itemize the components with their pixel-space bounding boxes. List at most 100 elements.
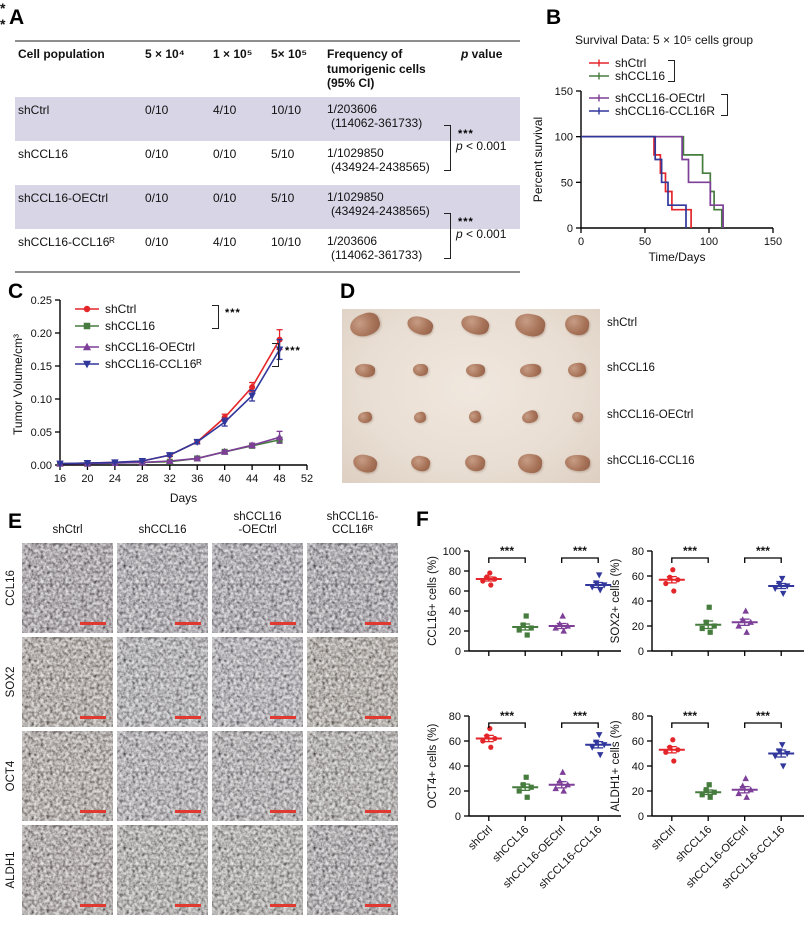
survival-curve-shCtrl [581, 135, 692, 228]
marker-square [699, 792, 705, 798]
column-header: Frequency of tumorigenic cells (95% CI) [327, 47, 426, 91]
tumorigenic-frequency-table: Cell population 5 × 10⁴ 1 × 10⁵ 5× 10⁵ Frequ… [15, 40, 520, 273]
marker-circle [249, 384, 256, 391]
ihc-image-SOX2-shCtrl [22, 637, 113, 727]
y-tick-label: 80 [449, 711, 461, 723]
ihc-texture [22, 731, 113, 821]
y-tick-label: 0 [638, 646, 644, 658]
tumor-specimen [520, 408, 540, 426]
marker-circle [487, 725, 493, 732]
y-tick-label: 0.20 [31, 328, 52, 340]
x-tick-label: 100 [700, 236, 718, 248]
x-tick-label: 20 [81, 473, 93, 485]
ihc-texture [22, 637, 113, 727]
tumor-specimen [570, 410, 584, 424]
legend-label: shCCL16 [615, 68, 666, 83]
marker-circle [488, 744, 494, 750]
marker-circle [221, 414, 228, 421]
tumor-photo [342, 309, 600, 483]
tumor-specimen [405, 313, 435, 337]
marker-square [707, 794, 713, 800]
significance-bracket [272, 343, 279, 367]
survival-plot-svg: 0 50 100 150 0 50 100 150 Time/Days Percent survi… [531, 86, 782, 264]
panel-label-c: C [8, 280, 24, 303]
tumor-specimen [467, 409, 483, 425]
survival-chart: 0 50 100 150 0 50 100 150 Time/Days Percent survi… [530, 80, 808, 279]
significance-bracket [671, 722, 709, 728]
x-tick-label: 150 [764, 236, 782, 248]
marker-square [83, 322, 91, 329]
y-tick-label: 60 [632, 571, 644, 583]
y-tick-label: 100 [555, 132, 573, 144]
cell-dose-1e5: 0/10 [213, 147, 237, 161]
category-label: shCCL16-CCL16 [720, 824, 788, 892]
x-tick-label: 28 [136, 473, 148, 485]
cell-dose-5e5: 10/10 [271, 103, 302, 117]
marker-triangle [559, 768, 566, 775]
category-label: shCCL16-CCL16 [537, 824, 605, 892]
scale-bar [365, 622, 391, 625]
marker-triangle [220, 447, 229, 455]
ihc-image-ALDH1-shCCL16 [117, 825, 208, 915]
significance-bracket [668, 60, 675, 82]
y-tick-label: 60 [449, 736, 461, 748]
x-axis-label: Time/Days [649, 250, 706, 264]
cell-dose-5e4: 0/10 [145, 235, 169, 249]
ihc-row-label: CCL16 [5, 570, 17, 606]
marker-circle [671, 588, 677, 594]
significance-bracket [671, 557, 709, 563]
significance-stars: *** [683, 544, 697, 558]
scale-bar [365, 810, 391, 813]
significance-bracket [561, 557, 599, 563]
scale-bar [175, 716, 201, 719]
cell-population: shCCL16 [18, 147, 69, 161]
legend-item-shCCL16: shCCL16 [588, 68, 666, 83]
ihc-texture [212, 825, 303, 915]
y-tick-label: 60 [632, 736, 644, 748]
significance-stars: *** [683, 709, 697, 723]
significance-bracket [212, 305, 219, 329]
x-tick-label: 40 [219, 473, 231, 485]
survival-curve-shCCL16-OECtrl [581, 135, 724, 228]
cell-dose-1e5: 0/10 [213, 191, 237, 205]
ihc-col-header: shCCL16 -OECtrl [233, 510, 282, 537]
significance-stars: *** [756, 544, 770, 558]
cell-population: shCCL16-CCL16ᴿ [18, 235, 115, 249]
x-tick-label: 24 [109, 473, 121, 485]
scale-bar [80, 904, 106, 907]
legend-item-shCtrl: shCtrl [588, 56, 646, 70]
marker-square [524, 632, 530, 638]
legend-label: shCCL16-OECtrl [615, 90, 706, 105]
x-tick-label: 50 [639, 236, 651, 248]
y-tick-label: 50 [561, 177, 573, 189]
legend-marker [75, 342, 99, 350]
tumor-specimen [459, 312, 491, 338]
y-tick-label: 80 [449, 566, 461, 578]
legend-item-shCCL16-OECtrl: shCCL16-OECtrl [74, 340, 195, 354]
cell-frequency-ci: (434924-2438565) [331, 204, 430, 218]
ihc-row-label: SOX2 [5, 666, 17, 698]
y-axis-label: Percent survival [531, 117, 545, 202]
y-tick-label: 0.25 [31, 295, 52, 307]
significance-stars: *** [500, 544, 514, 558]
panel-label-d: D [340, 280, 356, 303]
cell-population: shCCL16-OECtrl [18, 191, 109, 205]
y-axis-label: ALDH1+ cells (%) [610, 720, 622, 811]
legend-marker [589, 59, 609, 66]
marker-triangle [735, 790, 742, 797]
marker-square [524, 794, 530, 800]
tumor-specimen [351, 451, 379, 475]
ihc-image-OCT4-shCtrl [22, 731, 113, 821]
category-label: shCtrl [649, 824, 678, 853]
tumor-volume-plot-svg: 0.00 0.05 0.10 0.15 0.20 0.25 16 20 24 28 32 36 40 44… [11, 295, 313, 505]
y-tick-label: 0 [455, 811, 461, 823]
significance-bracket [488, 557, 526, 563]
ihc-texture [117, 637, 208, 727]
marker-circle [670, 737, 676, 743]
marker-square [516, 788, 522, 794]
sox2_cells-svg: 0 20 40 60 80 *** *** SOX2+ cells (%) [610, 544, 804, 658]
y-tick-label: 0.00 [31, 460, 52, 472]
significance-stars: *** [225, 307, 241, 319]
survival-chart-title: Survival Data: 5 × 10⁵ cells group [575, 33, 754, 47]
